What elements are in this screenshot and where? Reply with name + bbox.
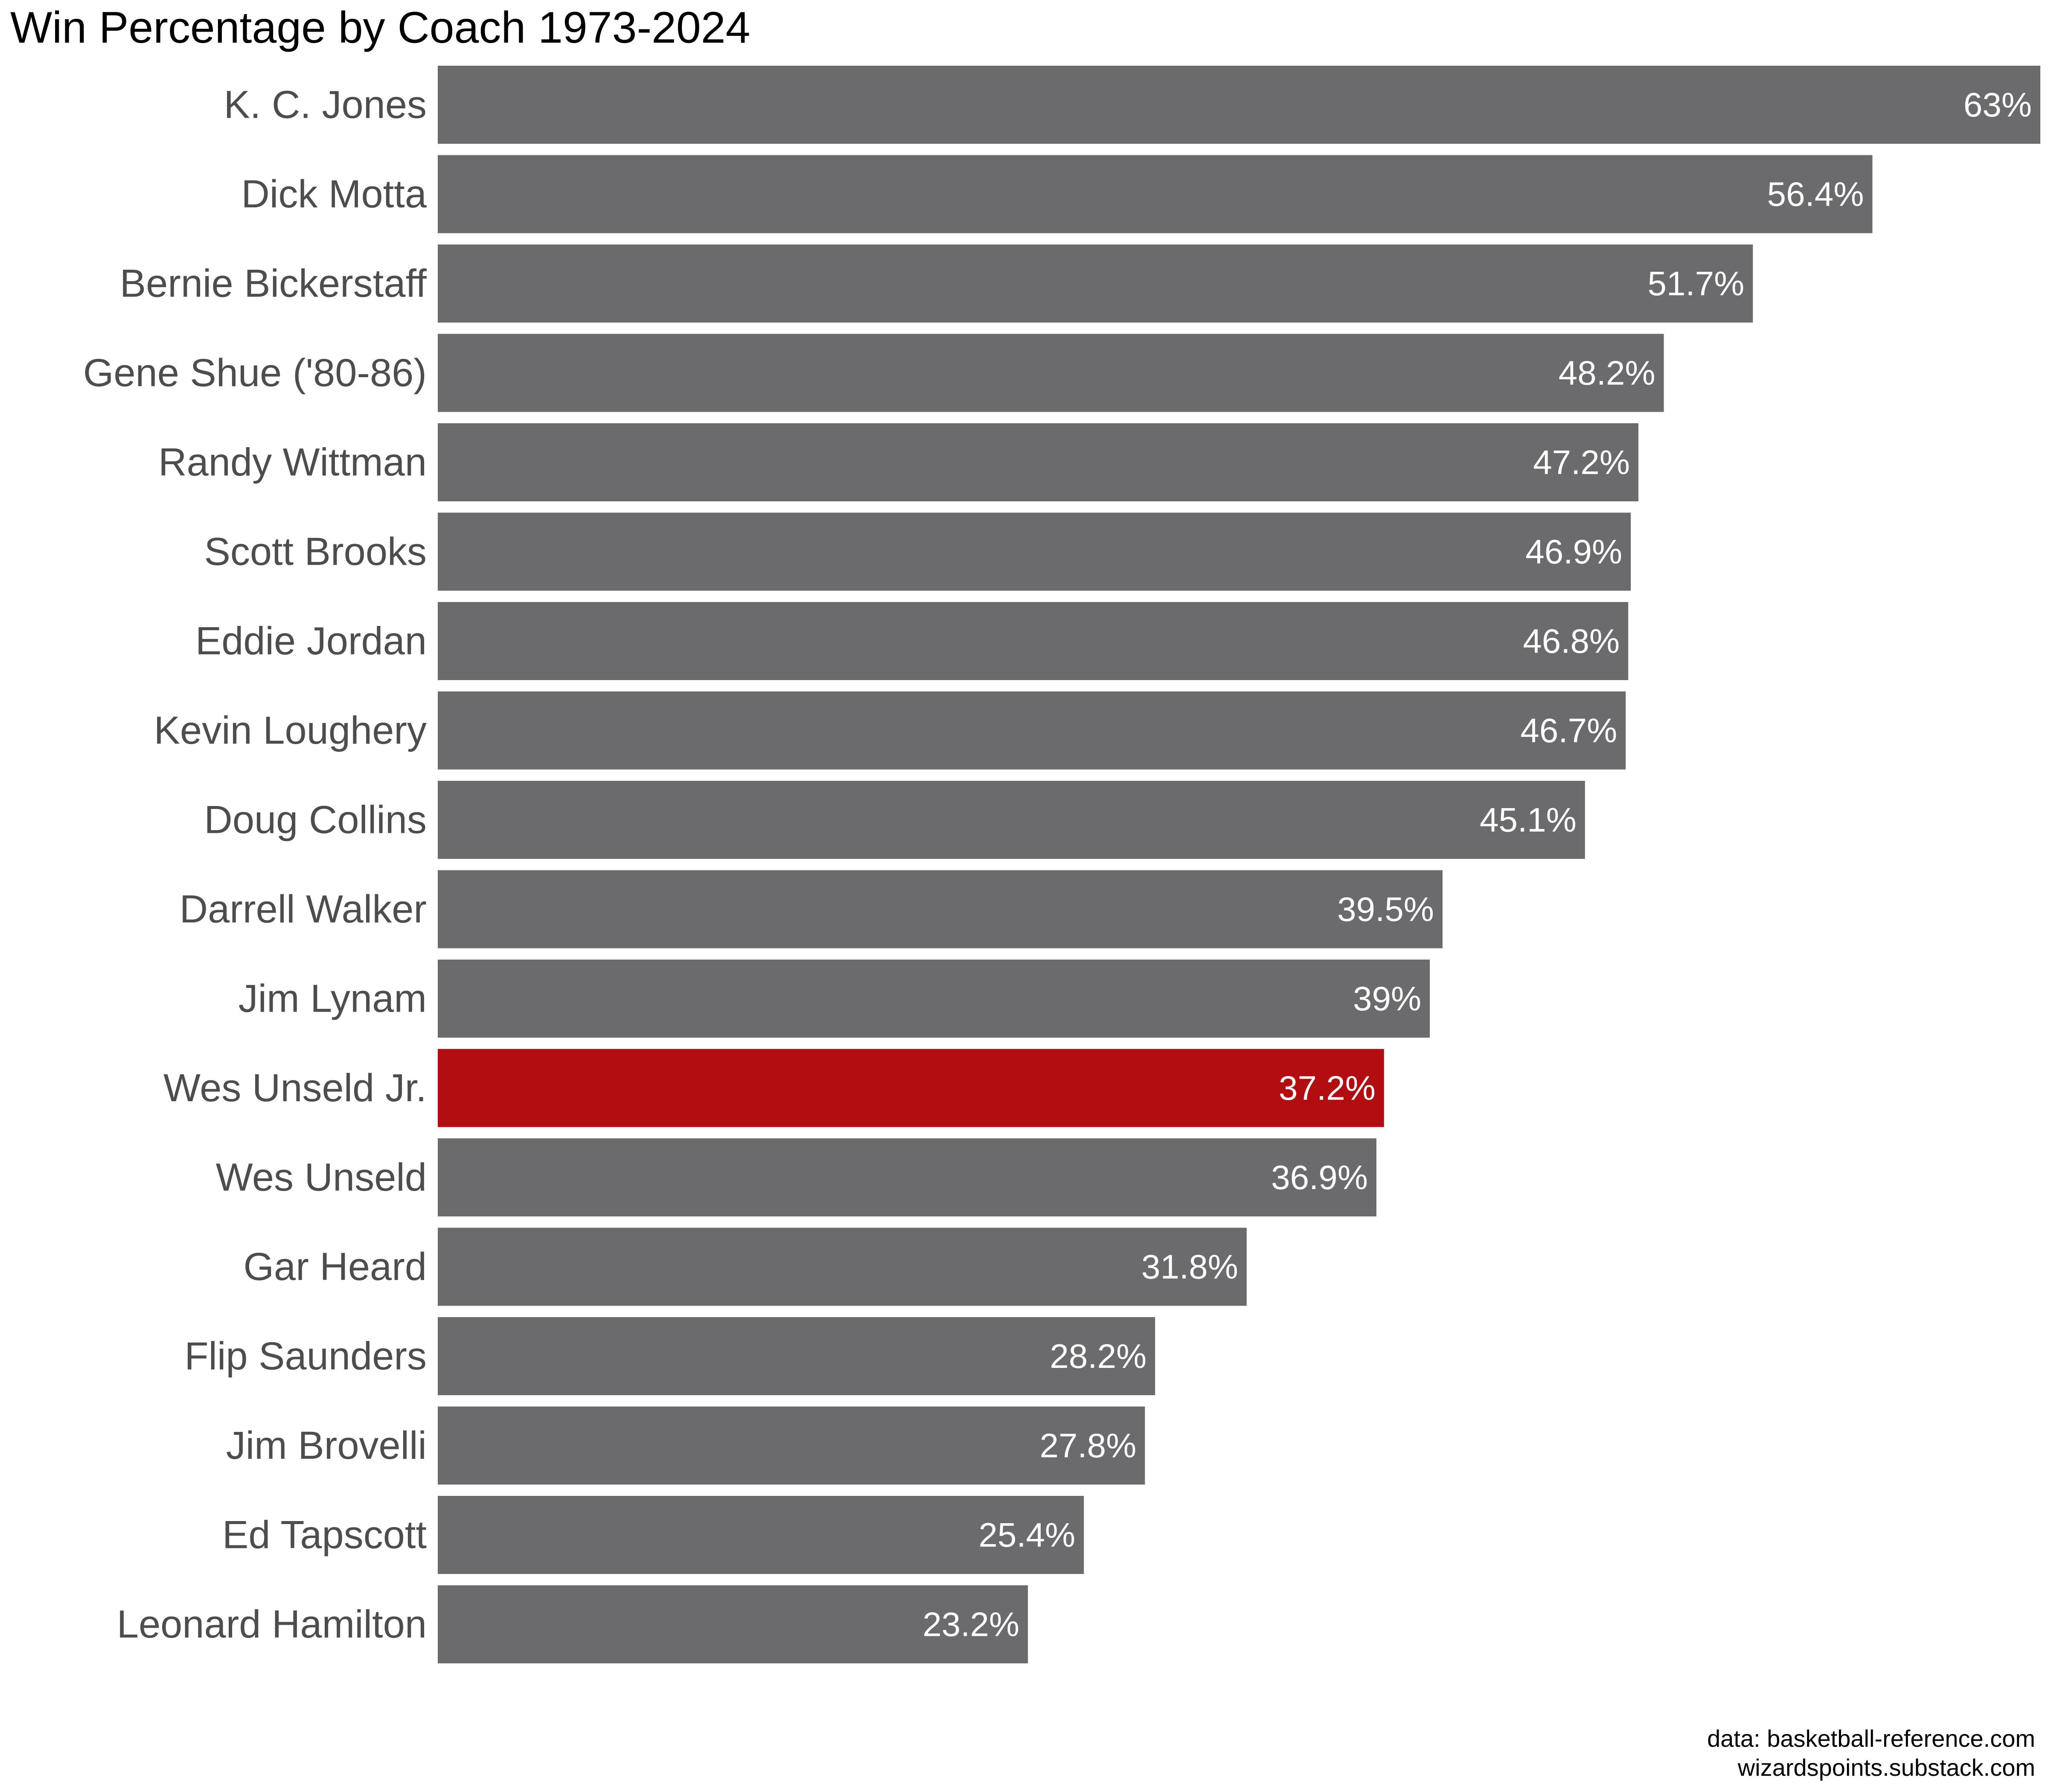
- value-label-leonard-hamilton: 23.2%: [922, 1606, 1019, 1644]
- category-label-leonard-hamilton: Leonard Hamilton: [117, 1603, 427, 1646]
- value-label-jim-lynam: 39%: [1353, 980, 1421, 1018]
- category-label-gene-shue-80-86: Gene Shue ('80-86): [83, 351, 427, 395]
- category-label-dick-motta: Dick Motta: [241, 172, 427, 216]
- bar-ed-tapscott: [438, 1496, 1084, 1574]
- category-label-kevin-loughery: Kevin Loughery: [154, 709, 427, 752]
- chart-title: Win Percentage by Coach 1973-2024: [10, 3, 751, 52]
- bar-k-c-jones: [438, 66, 2040, 144]
- value-label-gar-heard: 31.8%: [1141, 1248, 1238, 1286]
- value-label-ed-tapscott: 25.4%: [978, 1516, 1075, 1554]
- category-label-randy-wittman: Randy Wittman: [158, 441, 427, 484]
- value-label-randy-wittman: 47.2%: [1533, 443, 1630, 481]
- value-label-doug-collins: 45.1%: [1480, 801, 1577, 839]
- category-label-gar-heard: Gar Heard: [244, 1245, 427, 1289]
- value-labels-layer: 63% 56.4% 51.7% 48.2% 47.2% 46.9% 46.8% 46.7% 45…: [922, 86, 2032, 1644]
- category-label-doug-collins: Doug Collins: [204, 798, 427, 842]
- category-label-ed-tapscott: Ed Tapscott: [222, 1513, 427, 1557]
- bar-eddie-jordan: [438, 602, 1629, 680]
- bar-randy-wittman: [438, 423, 1639, 501]
- bar-dick-motta: [438, 155, 1873, 233]
- value-label-dick-motta: 56.4%: [1767, 175, 1864, 213]
- value-label-bernie-bickerstaff: 51.7%: [1647, 265, 1744, 303]
- category-label-wes-unseld: Wes Unseld: [216, 1156, 427, 1199]
- value-label-wes-unseld-jr: 37.2%: [1279, 1069, 1376, 1107]
- category-label-k-c-jones: K. C. Jones: [224, 83, 427, 127]
- value-label-eddie-jordan: 46.8%: [1523, 622, 1620, 660]
- bar-scott-brooks: [438, 512, 1631, 591]
- bar-bernie-bickerstaff: [438, 244, 1753, 323]
- category-label-eddie-jordan: Eddie Jordan: [195, 620, 427, 663]
- bar-jim-lynam: [438, 960, 1430, 1038]
- bar-flip-saunders: [438, 1317, 1155, 1395]
- category-label-jim-brovelli: Jim Brovelli: [226, 1424, 427, 1467]
- caption-site: wizardspoints.substack.com: [1737, 1754, 2035, 1781]
- bar-wes-unseld: [438, 1138, 1376, 1216]
- bar-leonard-hamilton: [438, 1585, 1028, 1664]
- category-label-jim-lynam: Jim Lynam: [239, 977, 427, 1021]
- value-label-k-c-jones: 63%: [1964, 86, 2032, 124]
- bar-gar-heard: [438, 1228, 1247, 1306]
- value-label-darrell-walker: 39.5%: [1337, 890, 1434, 928]
- value-label-wes-unseld: 36.9%: [1271, 1158, 1368, 1196]
- bar-jim-brovelli: [438, 1406, 1145, 1485]
- category-label-scott-brooks: Scott Brooks: [204, 530, 427, 573]
- category-label-bernie-bickerstaff: Bernie Bickerstaff: [120, 262, 427, 305]
- category-label-darrell-walker: Darrell Walker: [180, 887, 427, 931]
- bar-wes-unseld-jr: [438, 1049, 1384, 1127]
- value-label-kevin-loughery: 46.7%: [1520, 712, 1617, 750]
- category-label-flip-saunders: Flip Saunders: [184, 1335, 427, 1378]
- bar-kevin-loughery: [438, 691, 1626, 770]
- bar-gene-shue-80-86: [438, 334, 1664, 412]
- bars-layer: [438, 66, 2040, 1664]
- category-labels-layer: K. C. Jones Dick Motta Bernie Bickerstaff G…: [83, 83, 427, 1647]
- caption-source: data: basketball-reference.com: [1707, 1725, 2035, 1752]
- bar-darrell-walker: [438, 870, 1443, 948]
- value-label-flip-saunders: 28.2%: [1050, 1337, 1146, 1375]
- value-label-scott-brooks: 46.9%: [1525, 533, 1622, 571]
- category-label-wes-unseld-jr: Wes Unseld Jr.: [163, 1066, 427, 1110]
- value-label-gene-shue-80-86: 48.2%: [1559, 354, 1655, 392]
- value-label-jim-brovelli: 27.8%: [1040, 1427, 1137, 1465]
- bar-doug-collins: [438, 781, 1585, 859]
